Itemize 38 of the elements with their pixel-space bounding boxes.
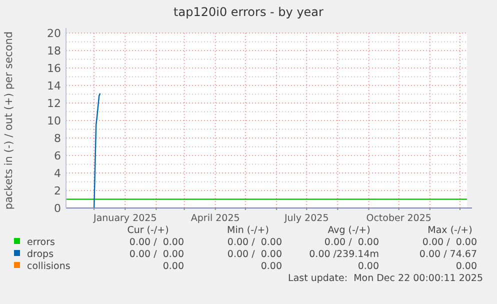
x-tick-label: October 2025 xyxy=(366,213,432,224)
y-tick-label: 2 xyxy=(54,184,61,198)
legend-label: errors xyxy=(27,237,55,248)
x-tick-label: July 2025 xyxy=(283,213,329,224)
line-series xyxy=(93,92,101,209)
text: 0.00 /239.14m xyxy=(309,249,379,260)
y-tick-label: 14 xyxy=(47,80,61,92)
text: Min (-/+) xyxy=(227,225,269,236)
y-tick-label: 8 xyxy=(54,132,61,145)
text: 0.00 xyxy=(162,261,184,272)
text: Avg (-/+) xyxy=(328,225,370,236)
text: 0.00 / 74.67 xyxy=(419,249,477,260)
y-tick-label: 10 xyxy=(47,114,61,128)
y-tick-label: 12 xyxy=(47,97,61,110)
text: Last update: Mon Dec 22 00:00:11 2025 xyxy=(288,273,483,284)
y-tick-label: 20 xyxy=(47,27,61,40)
text: 0.00 / 0.00 xyxy=(129,237,184,248)
text: 0.00 / 0.00 xyxy=(422,237,477,248)
text: Max (-/+) xyxy=(428,225,472,236)
chart-title: tap120i0 errors - by year xyxy=(174,5,324,19)
text: 0.00 xyxy=(456,261,477,272)
y-tick-label: 6 xyxy=(54,150,61,162)
text: Cur (-/+) xyxy=(127,225,169,236)
text: 0.00 / 0.00 xyxy=(227,249,282,260)
text: 0.00 xyxy=(358,261,379,272)
text: 0.00 / 0.00 xyxy=(324,237,379,248)
legend-label: collisions xyxy=(27,261,70,272)
y-tick-label: 16 xyxy=(47,62,61,75)
y-axis-title: packets in (-) / out (+) per second xyxy=(3,31,15,210)
y-tick-label: 18 xyxy=(47,44,61,58)
text: 0.00 / 0.00 xyxy=(129,249,184,260)
text: 0.00 xyxy=(260,261,282,272)
y-tick-label: 4 xyxy=(54,167,61,180)
x-tick-label: April 2025 xyxy=(190,213,240,224)
x-tick-label: January 2025 xyxy=(92,213,157,224)
legend-label: drops xyxy=(27,249,54,260)
y-tick-label: 0 xyxy=(54,202,61,215)
text: 0.00 / 0.00 xyxy=(227,237,282,248)
